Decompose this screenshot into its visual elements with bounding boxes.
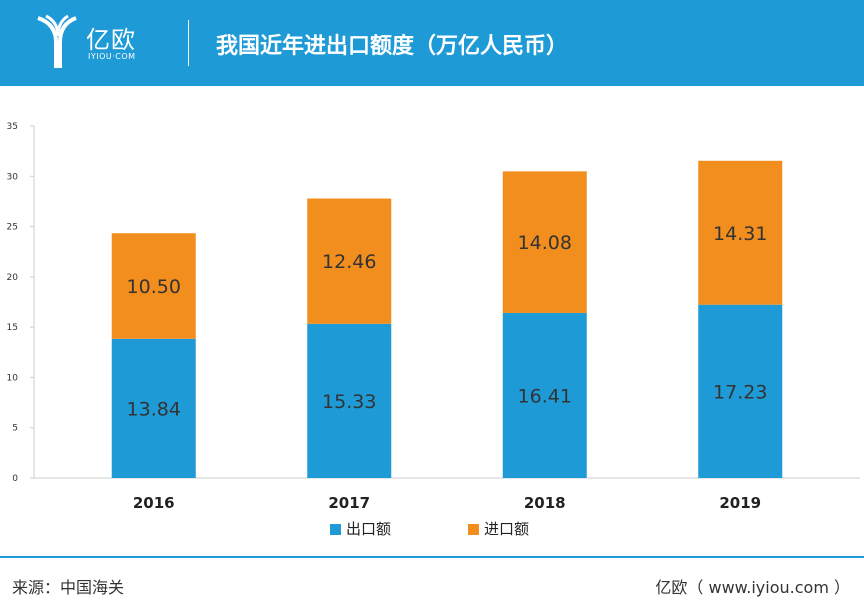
data-label: 12.46 (322, 251, 376, 273)
legend-swatch-import[interactable] (468, 524, 479, 535)
logo-text: 亿欧 (86, 26, 136, 54)
bar-export[interactable] (307, 323, 392, 478)
legend-label-import[interactable]: 进口额 (484, 520, 529, 538)
y-tick-label: 15 (7, 323, 18, 333)
page-title: 我国近年进出口额度（万亿人民币） (216, 34, 569, 59)
bar-import[interactable] (698, 160, 783, 305)
logo-subtext: IYIOU·COM (88, 52, 136, 61)
y-tick-label: 25 (7, 223, 18, 233)
x-tick-label: 2019 (719, 494, 761, 512)
bar-export[interactable] (111, 338, 196, 478)
x-tick-label: 2016 (133, 494, 175, 512)
x-tick-label: 2018 (524, 494, 566, 512)
data-label: 15.33 (322, 391, 376, 413)
iyiou-logo[interactable]: 亿欧 IYIOU·COM (36, 14, 186, 72)
data-label: 16.41 (518, 385, 572, 407)
stacked-bar-chart: 0 5 10 15 20 25 30 35 13.84 10.50 2016 15.33 12.46 2… (7, 122, 860, 538)
bar-export[interactable] (502, 312, 587, 478)
logo-y-icon (37, 14, 77, 68)
data-label: 13.84 (127, 398, 181, 420)
bar-export[interactable] (698, 304, 783, 478)
data-label: 10.50 (127, 276, 181, 298)
header-banner: 亿欧 IYIOU·COM 我国近年进出口额度（万亿人民币） (0, 0, 864, 86)
y-tick-label: 0 (12, 474, 18, 484)
y-tick-label: 20 (7, 273, 19, 283)
source-note: 来源：中国海关 (12, 578, 125, 597)
legend-swatch-export[interactable] (330, 524, 341, 535)
brand-link[interactable]: 亿欧（ www.iyiou.com ） (655, 578, 850, 597)
x-tick-label: 2017 (328, 494, 370, 512)
bar-import[interactable] (502, 171, 587, 313)
y-tick-label: 5 (12, 424, 18, 434)
data-label: 14.31 (713, 223, 767, 245)
data-label: 14.08 (518, 232, 572, 254)
footer-divider (0, 556, 864, 558)
legend-label-export[interactable]: 出口额 (346, 520, 391, 538)
header-divider (188, 20, 189, 66)
y-tick-label: 30 (7, 172, 19, 182)
data-label: 17.23 (713, 381, 767, 403)
bar-import[interactable] (307, 198, 392, 324)
bar-import[interactable] (111, 233, 196, 339)
y-tick-label: 10 (7, 373, 19, 383)
y-tick-label: 35 (7, 122, 18, 132)
